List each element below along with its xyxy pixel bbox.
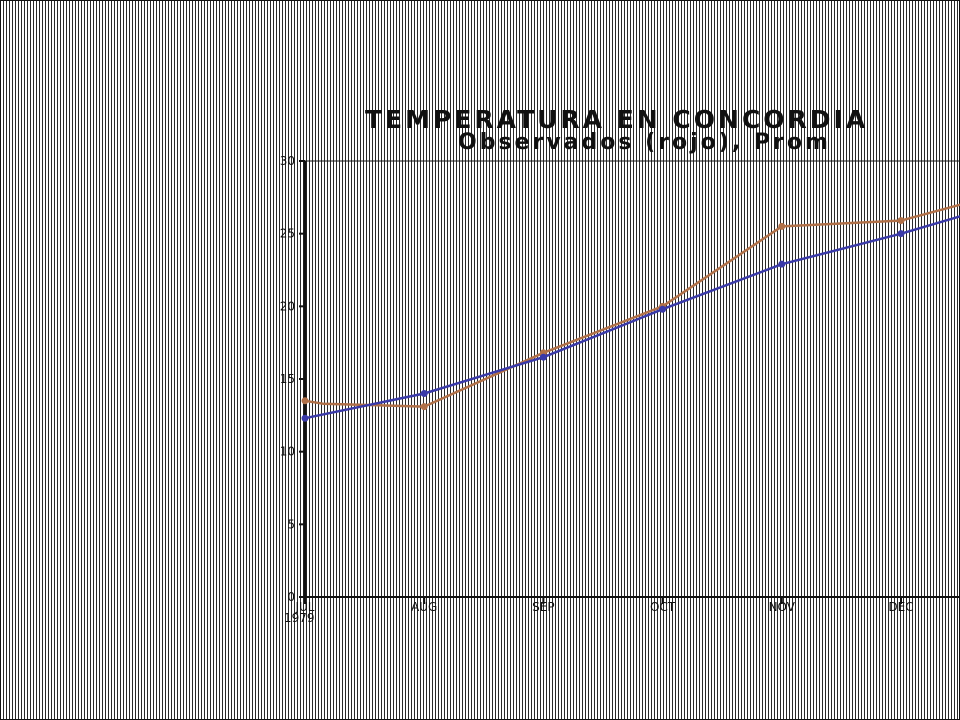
series-line-0 [304,203,960,408]
y-tick-label: 0 [287,590,295,604]
x-tick-label: SEP [532,600,554,614]
x-axis-ticks: JUL AUG SEP OCT NOV DEC [294,597,914,614]
series-point-1 [420,390,428,398]
y-tick-label: 20 [280,299,295,313]
series-point-1 [659,305,667,313]
axes [303,160,960,598]
series-point-1 [539,353,547,361]
x-tick-label: JUL [294,600,314,614]
chart-title: TEMPERATURA EN CONCORDIA [365,105,868,134]
series-point-0 [778,222,786,230]
series-point-0 [420,403,428,411]
series-point-1 [897,230,905,238]
x-axis-year-label: 1979 [284,611,315,625]
series-point-0 [301,397,309,405]
x-tick-label: OCT [650,600,676,614]
y-tick-label: 10 [280,445,295,459]
y-tick-label: 25 [280,227,295,241]
chart-subtitle: Observados (rojo), Prom [458,130,831,155]
series-point-0 [897,217,905,225]
y-tick-label: 15 [280,372,295,386]
series-lines [301,203,960,422]
series-point-1 [778,260,786,268]
series-point-1 [301,414,309,422]
x-tick-label: NOV [769,600,796,614]
y-axis-ticks: 0 5 10 15 20 25 30 [280,154,305,604]
y-tick-label: 30 [280,154,295,168]
x-tick-label: AUG [411,600,437,614]
x-tick-label: DEC [888,600,913,614]
y-tick-label: 5 [287,517,295,531]
